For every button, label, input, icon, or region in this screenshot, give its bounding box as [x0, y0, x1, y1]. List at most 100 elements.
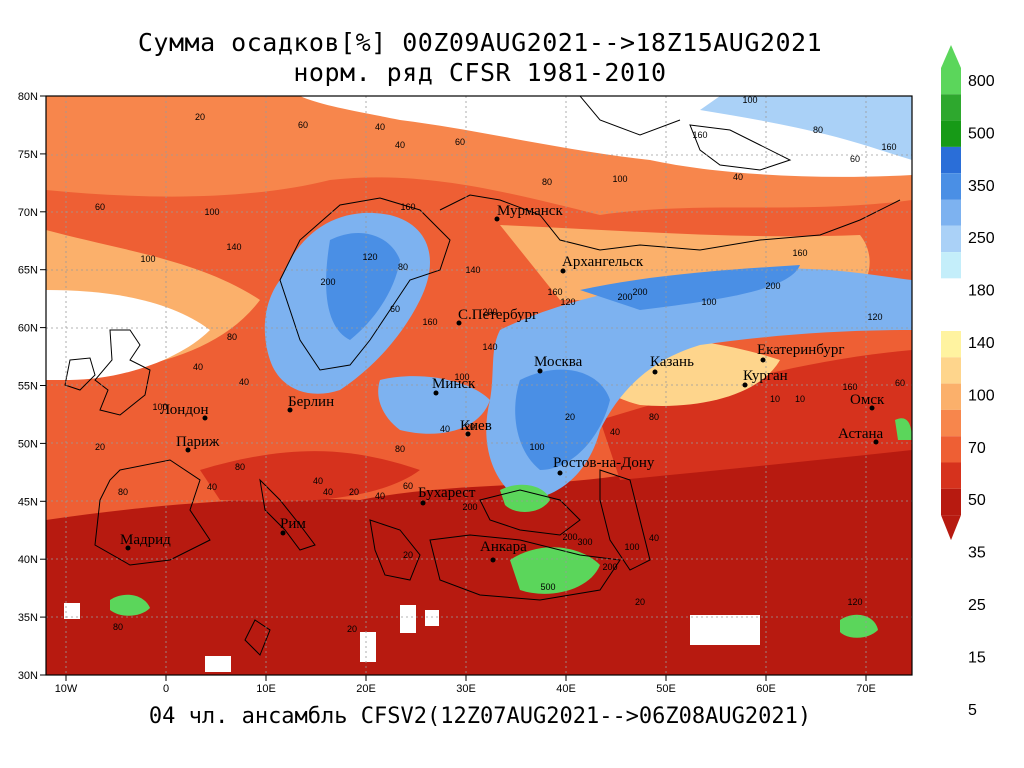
- city-marker: [456, 320, 462, 326]
- city-marker: [560, 268, 566, 274]
- mask: [205, 656, 231, 672]
- lat-tick-label: 50N: [18, 438, 38, 450]
- contour-label: 140: [482, 342, 497, 352]
- contour-label: 200: [562, 532, 577, 542]
- city-marker: [760, 357, 766, 363]
- contour-label: 160: [547, 287, 562, 297]
- city-label: Омск: [850, 392, 885, 408]
- contour-label: 40: [733, 172, 743, 182]
- mask: [360, 632, 376, 662]
- contour-label: 20: [347, 624, 357, 634]
- contour-label: 100: [140, 254, 155, 264]
- colorbar-swatch: [941, 331, 961, 358]
- colorbar-swatch: [941, 68, 961, 95]
- contour-label: 100: [529, 442, 544, 452]
- contour-label: 40: [395, 140, 405, 150]
- contour-label: 120: [847, 597, 862, 607]
- contour-label: 20: [465, 422, 475, 432]
- city-label: Бухарест: [418, 485, 476, 501]
- lon-tick-label: 0: [163, 683, 169, 695]
- contour-label: 20: [635, 597, 645, 607]
- contour-label: 160: [881, 142, 896, 152]
- colorbar-label: 180: [968, 283, 995, 300]
- city-marker: [185, 447, 191, 453]
- colorbar-swatch: [941, 225, 961, 253]
- lon-tick-label: 10W: [55, 683, 78, 695]
- city-label: Архангельск: [562, 254, 644, 270]
- city-marker: [652, 369, 658, 375]
- city-label: Киев: [460, 418, 492, 434]
- field-kazakh-red: [600, 350, 912, 480]
- field-atlantic-white: [46, 290, 210, 380]
- city-label: Мурманск: [497, 203, 563, 219]
- field-urals-midblue: [580, 265, 800, 310]
- lat-tick-label: 70N: [18, 207, 38, 219]
- city-marker: [873, 439, 879, 445]
- coastlines: [64, 96, 901, 656]
- contour-label: 200: [462, 502, 477, 512]
- lat-tick-label: 45N: [18, 496, 38, 508]
- contour-label: 80: [542, 177, 552, 187]
- city-label: Лондон: [160, 402, 209, 418]
- colorbar-swatch: [941, 199, 961, 226]
- mask: [690, 615, 760, 645]
- lat-tick-label: 35N: [18, 612, 38, 624]
- city-marker: [742, 382, 748, 388]
- map-title: Сумма осадков[%] 00Z09AUG2021-->18Z15AUG…: [137, 28, 823, 57]
- longitude-axis: 10W 0 10E 20E 30E 40E 50E 60E 70E: [55, 675, 876, 695]
- contour-label: 20: [403, 550, 413, 560]
- lat-tick-label: 40N: [18, 554, 38, 566]
- lon-tick-label: 20E: [356, 683, 376, 695]
- lon-tick-label: 70E: [856, 683, 876, 695]
- contour-label: 160: [422, 317, 437, 327]
- lat-tick-label: 65N: [18, 265, 38, 277]
- contour-label: 500: [540, 582, 555, 592]
- colorbar-label: 50: [968, 492, 986, 509]
- city-marker: [869, 405, 875, 411]
- contour-label: 40: [207, 482, 217, 492]
- contour-label: 80: [395, 444, 405, 454]
- colorbar-top-arrow: [941, 45, 961, 68]
- contour-label: 80: [118, 487, 128, 497]
- colorbar-label: 25: [968, 597, 986, 614]
- lon-tick-label: 30E: [456, 683, 476, 695]
- contour-label: 140: [226, 242, 241, 252]
- colorbar-label: 140: [968, 335, 995, 352]
- mask: [64, 603, 80, 619]
- graticule: [46, 96, 912, 675]
- field-don-midblue: [515, 369, 610, 470]
- city-label: С.Петербург: [458, 307, 538, 323]
- city-marker: [280, 530, 286, 536]
- colorbar-swatch: [941, 278, 961, 331]
- contour-label: 200: [617, 292, 632, 302]
- colorbar-bottom-arrow: [941, 515, 961, 541]
- mask: [425, 610, 439, 626]
- contour-label: 300: [577, 537, 592, 547]
- colorbar-swatch: [941, 409, 961, 437]
- colorbar-swatch: [941, 383, 961, 410]
- contour-label: 100: [454, 372, 469, 382]
- contour-label: 60: [95, 202, 105, 212]
- city-label: Минск: [432, 376, 476, 392]
- contour-label: 100: [742, 95, 757, 105]
- contour-label: 100: [612, 174, 627, 184]
- colorbar-swatch: [941, 252, 961, 279]
- colorbar-swatch: [941, 488, 961, 516]
- city-label: Мадрид: [120, 532, 171, 548]
- contour-label: 200: [482, 307, 497, 317]
- contour-label: 40: [375, 122, 385, 132]
- contour-label: 100: [152, 402, 167, 412]
- colorbar-swatch: [941, 120, 961, 147]
- field-asia-green: [840, 614, 878, 638]
- contour-label: 100: [204, 207, 219, 217]
- contour-label: 80: [227, 332, 237, 342]
- colorbar-label: 350: [968, 178, 995, 195]
- map-subtitle: норм. ряд CFSR 1981-2010: [293, 58, 667, 87]
- city-label: Астана: [838, 426, 884, 442]
- contour-label: 10: [770, 394, 780, 404]
- city-label: Казань: [650, 354, 694, 370]
- city-marker: [433, 390, 439, 396]
- city-marker: [537, 368, 543, 374]
